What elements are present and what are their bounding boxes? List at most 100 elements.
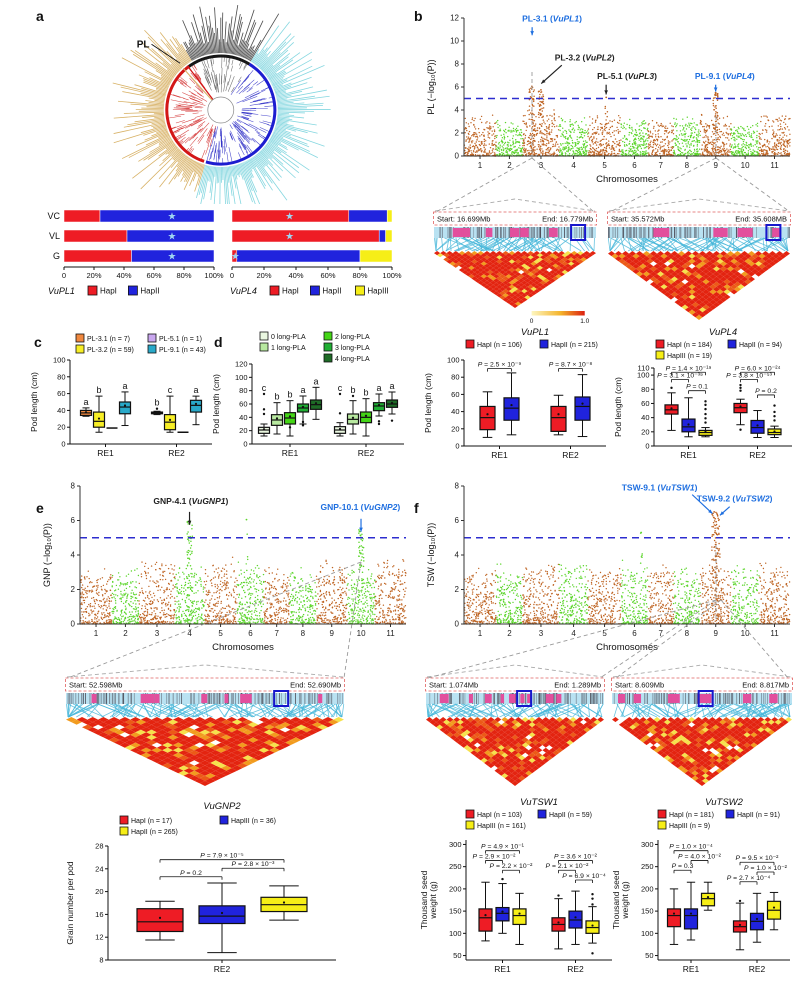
box-RE1-0: a bbox=[79, 397, 93, 417]
legend-label: HapI (n = 181) bbox=[669, 812, 714, 819]
svg-text:20%: 20% bbox=[256, 271, 271, 280]
chromosome-label: 7 bbox=[658, 161, 663, 170]
box-RE2-0 bbox=[732, 899, 748, 951]
box-RE1-0: c bbox=[257, 383, 271, 437]
box-RE1-1 bbox=[503, 372, 520, 436]
gene-box bbox=[439, 694, 449, 703]
significance-letter: b bbox=[363, 388, 368, 398]
significance-letter: a bbox=[193, 385, 198, 395]
region-end: End: 1.289Mb bbox=[554, 681, 601, 690]
box-RE2-3: a bbox=[189, 385, 203, 426]
legend-label: HapII (n = 59) bbox=[549, 812, 592, 819]
box-RE2-2 bbox=[766, 891, 782, 931]
group-label: RE2 bbox=[749, 450, 766, 460]
group-label: RE2 bbox=[214, 964, 231, 974]
legend-swatch bbox=[310, 285, 320, 296]
box-RE1-2 bbox=[700, 881, 716, 911]
gene-box bbox=[633, 694, 642, 703]
legend-swatch bbox=[259, 331, 269, 341]
ld-heatmap-vupl1: Start: 16.699Mb End: 16.779Mb 0 1.0 bbox=[433, 198, 597, 324]
chromosome-label: 11 bbox=[770, 161, 779, 170]
svg-text:80: 80 bbox=[641, 385, 649, 394]
svg-text:40%: 40% bbox=[288, 271, 303, 280]
significance-letter: a bbox=[389, 381, 394, 391]
ld-color-scale bbox=[531, 311, 585, 316]
svg-text:20: 20 bbox=[451, 424, 459, 433]
legend-label: HapII (n = 91) bbox=[737, 812, 780, 819]
box-RE1-1: b bbox=[270, 392, 284, 435]
significance-letter: b bbox=[350, 385, 355, 395]
box-RE2-1 bbox=[750, 410, 765, 438]
chromosome-label: 9 bbox=[329, 629, 334, 638]
legend-swatch bbox=[75, 333, 85, 343]
chromosome-label: 10 bbox=[741, 161, 750, 170]
significance-letter: b bbox=[287, 390, 292, 400]
group-label: RE2 bbox=[562, 450, 579, 460]
star-marker: ★ bbox=[168, 252, 177, 263]
star-marker: ★ bbox=[168, 212, 177, 223]
manhattan-points bbox=[463, 85, 791, 157]
y-axis-label: weight (g) bbox=[620, 881, 630, 919]
significance-letter: b bbox=[274, 392, 279, 402]
gene-box bbox=[520, 228, 528, 237]
legend-label: HapI bbox=[100, 287, 117, 296]
svg-text:0: 0 bbox=[645, 442, 649, 451]
significance-letter: c bbox=[262, 383, 267, 393]
pvalue-label: P = 8.7 × 10⁻⁸ bbox=[549, 362, 593, 369]
box-RE2-0 bbox=[136, 900, 184, 941]
legend-label: HapI (n = 17) bbox=[131, 818, 172, 825]
chromosome-label: 11 bbox=[770, 629, 779, 638]
pvalue-label: P = 4.0 × 10⁻² bbox=[678, 853, 722, 860]
box-RE2-0 bbox=[550, 394, 567, 436]
panel-label-e: e bbox=[36, 500, 44, 516]
legend-swatch bbox=[727, 339, 737, 349]
gene-box bbox=[527, 694, 532, 703]
gene-box bbox=[663, 228, 670, 237]
svg-text:20: 20 bbox=[57, 423, 65, 432]
manhattan-points bbox=[79, 518, 407, 625]
box-RE2-3: a bbox=[372, 383, 386, 426]
legend-label: HapIII (n = 9) bbox=[669, 823, 710, 830]
haplotype-bars-vupl1: VC ★ VL ★ G ★ 0 20% 40% 60% 80% 100% VuPL1 HapI HapII bbox=[47, 209, 224, 296]
box-RE2-1 bbox=[198, 882, 246, 954]
pvalue-label: P = 1.4 × 10⁻¹⁹ bbox=[666, 365, 712, 372]
box-RE1-1 bbox=[495, 877, 510, 934]
panel-label-c: c bbox=[34, 334, 42, 350]
svg-text:0: 0 bbox=[61, 440, 65, 449]
region-box bbox=[425, 677, 605, 692]
group-label: RE1 bbox=[491, 450, 508, 460]
pvalue-label: P = 4.9 × 10⁻¹ bbox=[481, 844, 525, 851]
box-RE1-1: b bbox=[92, 385, 106, 433]
legend-label: PL-5.1 (n = 1) bbox=[159, 336, 202, 343]
phylogenetic-tree: PL bbox=[112, 5, 331, 204]
y-axis-label: Thousand seed bbox=[612, 870, 621, 929]
legend-swatch bbox=[87, 285, 98, 296]
box-RE1-4: a bbox=[309, 376, 323, 420]
gene-box bbox=[154, 694, 160, 703]
legend-label: HapII (n = 94) bbox=[739, 342, 782, 349]
box-RE1-0 bbox=[664, 386, 679, 431]
haplotype-segment bbox=[359, 249, 393, 263]
box-RE2-4: a bbox=[385, 381, 399, 422]
tree-pl-label: PL bbox=[137, 39, 150, 50]
pvalue-label: P = 2.8 × 10⁻³ bbox=[232, 861, 276, 868]
region-end: End: 16.779Mb bbox=[542, 215, 593, 224]
svg-text:60%: 60% bbox=[320, 271, 335, 280]
box-RE2-2 bbox=[767, 404, 782, 438]
box-title: VuTSW2 bbox=[705, 797, 744, 808]
locus-annotation: TSW-9.2 (VuTSW2) bbox=[697, 494, 773, 504]
box-RE2-2 bbox=[585, 893, 600, 955]
y-axis-label: weight (g) bbox=[428, 881, 438, 919]
gene-box bbox=[719, 228, 728, 237]
y-axis-label: Thousand seed bbox=[420, 870, 429, 929]
haplotype-segment bbox=[378, 229, 386, 243]
region-end: End: 8.817Mb bbox=[742, 681, 789, 690]
pvalue-label: P = 6.0 × 10⁻²⁴ bbox=[735, 365, 781, 372]
pvalue-label: P = 7.9 × 10⁻⁵ bbox=[200, 853, 244, 860]
box-RE2-1 bbox=[749, 892, 765, 943]
y-axis-label: TSW (−log₁₀(P)) bbox=[426, 523, 436, 588]
significance-letter: c bbox=[168, 385, 173, 395]
svg-text:4: 4 bbox=[455, 106, 460, 115]
chromosome-label: 11 bbox=[386, 629, 395, 638]
box-RE1-3: a bbox=[118, 381, 132, 427]
